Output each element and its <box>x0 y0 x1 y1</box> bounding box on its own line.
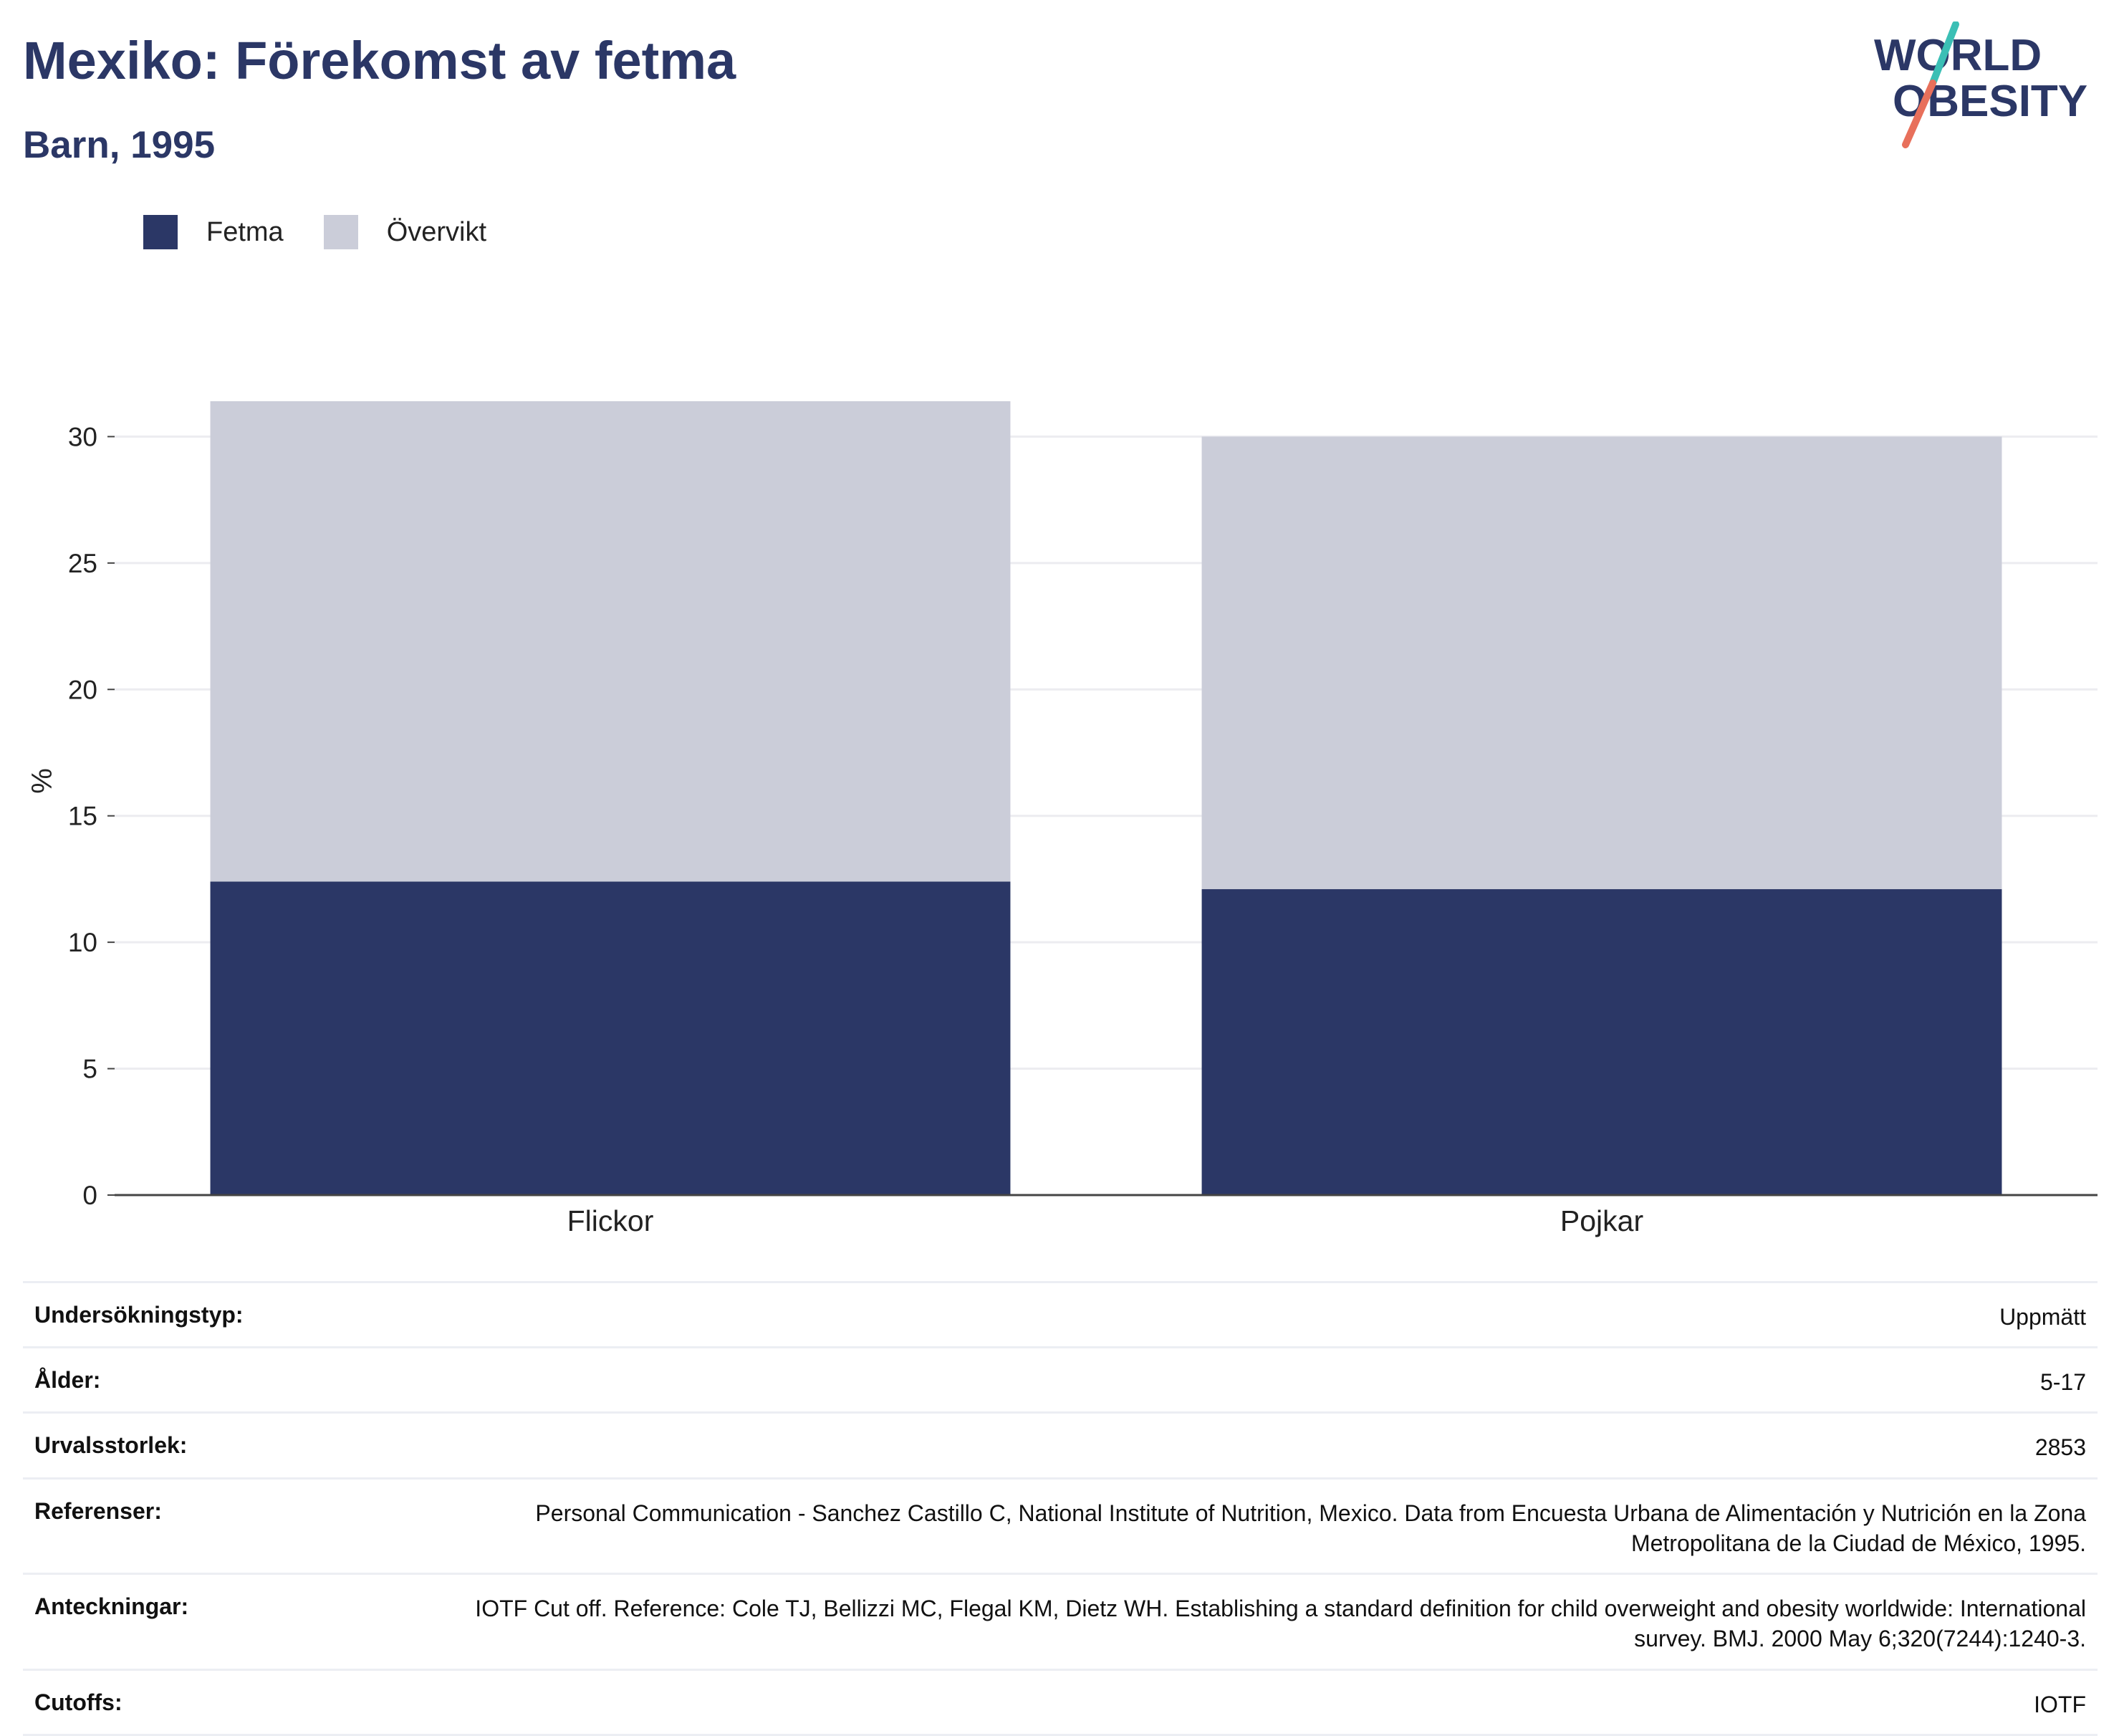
details-value: Uppmätt <box>1999 1304 2086 1330</box>
legend-item-fetma: Fetma <box>143 215 284 249</box>
details-value: 5-17 <box>2039 1369 2086 1396</box>
details-row-notes: Anteckningar: IOTF Cut off. Reference: C… <box>23 1573 2098 1668</box>
details-value: Personal Communication - Sanchez Castill… <box>535 1500 2086 1556</box>
y-tick-label: 30 <box>68 422 97 451</box>
details-value: 2853 <box>2034 1434 2086 1461</box>
bar-overvikt-flickor <box>210 401 1011 882</box>
bar-fetma-pojkar <box>1201 889 2002 1195</box>
y-axis-label: % <box>27 768 58 794</box>
bar-fetma-flickor <box>210 881 1011 1195</box>
legend-item-overvikt: Övervikt <box>323 215 487 249</box>
details-row-references: Referenser: Personal Communication - San… <box>23 1477 2098 1573</box>
details-row-age: Ålder: 5-17 <box>23 1346 2098 1411</box>
logo-text-world: WORLD <box>1874 31 2042 80</box>
y-tick-label: 10 <box>68 928 97 957</box>
y-tick-label: 0 <box>82 1181 97 1210</box>
details-label: Referenser: <box>34 1497 162 1524</box>
logo-slash-top <box>1929 21 1959 87</box>
y-tick-label: 25 <box>68 549 97 578</box>
bar-overvikt-pojkar <box>1201 436 2002 890</box>
y-tick-label: 20 <box>68 675 97 704</box>
legend-swatch-overvikt <box>323 215 358 249</box>
y-tick-label: 15 <box>68 802 97 831</box>
x-tick-label: Pojkar <box>1560 1204 1643 1237</box>
legend-label-overvikt: Övervikt <box>386 216 487 247</box>
details-label: Cutoffs: <box>34 1689 122 1715</box>
details-label: Undersökningstyp: <box>34 1302 244 1328</box>
chart-legend: Fetma Övervikt <box>143 212 527 252</box>
world-obesity-logo: WORLD OBESITY <box>1863 21 2106 154</box>
y-tick-label: 5 <box>82 1055 97 1084</box>
details-label: Urvalsstorlek: <box>34 1432 188 1459</box>
details-value: IOTF <box>2034 1691 2086 1717</box>
details-label: Anteckningar: <box>34 1593 189 1620</box>
details-row-survey-type: Undersökningstyp: Uppmätt <box>23 1281 2098 1346</box>
chart-title: Mexiko: Förekomst av fetma <box>23 31 736 90</box>
details-row-sample-size: Urvalsstorlek: 2853 <box>23 1411 2098 1477</box>
stacked-bar-chart: 0 5 10 15 20 25 30% Flickor Pojkar <box>27 401 2098 1237</box>
logo-slash-bottom <box>1902 80 1936 148</box>
legend-label-fetma: Fetma <box>206 216 284 247</box>
details-label: Ålder: <box>34 1367 101 1394</box>
details-value: IOTF Cut off. Reference: Cole TJ, Belliz… <box>475 1596 2086 1652</box>
details-row-cutoffs: Cutoffs: IOTF <box>23 1668 2098 1736</box>
details-table: Undersökningstyp: Uppmätt Ålder: 5-17 Ur… <box>23 1281 2098 1736</box>
x-tick-label: Flickor <box>567 1204 654 1237</box>
legend-swatch-fetma <box>143 215 178 249</box>
chart-subtitle: Barn, 1995 <box>23 124 216 166</box>
